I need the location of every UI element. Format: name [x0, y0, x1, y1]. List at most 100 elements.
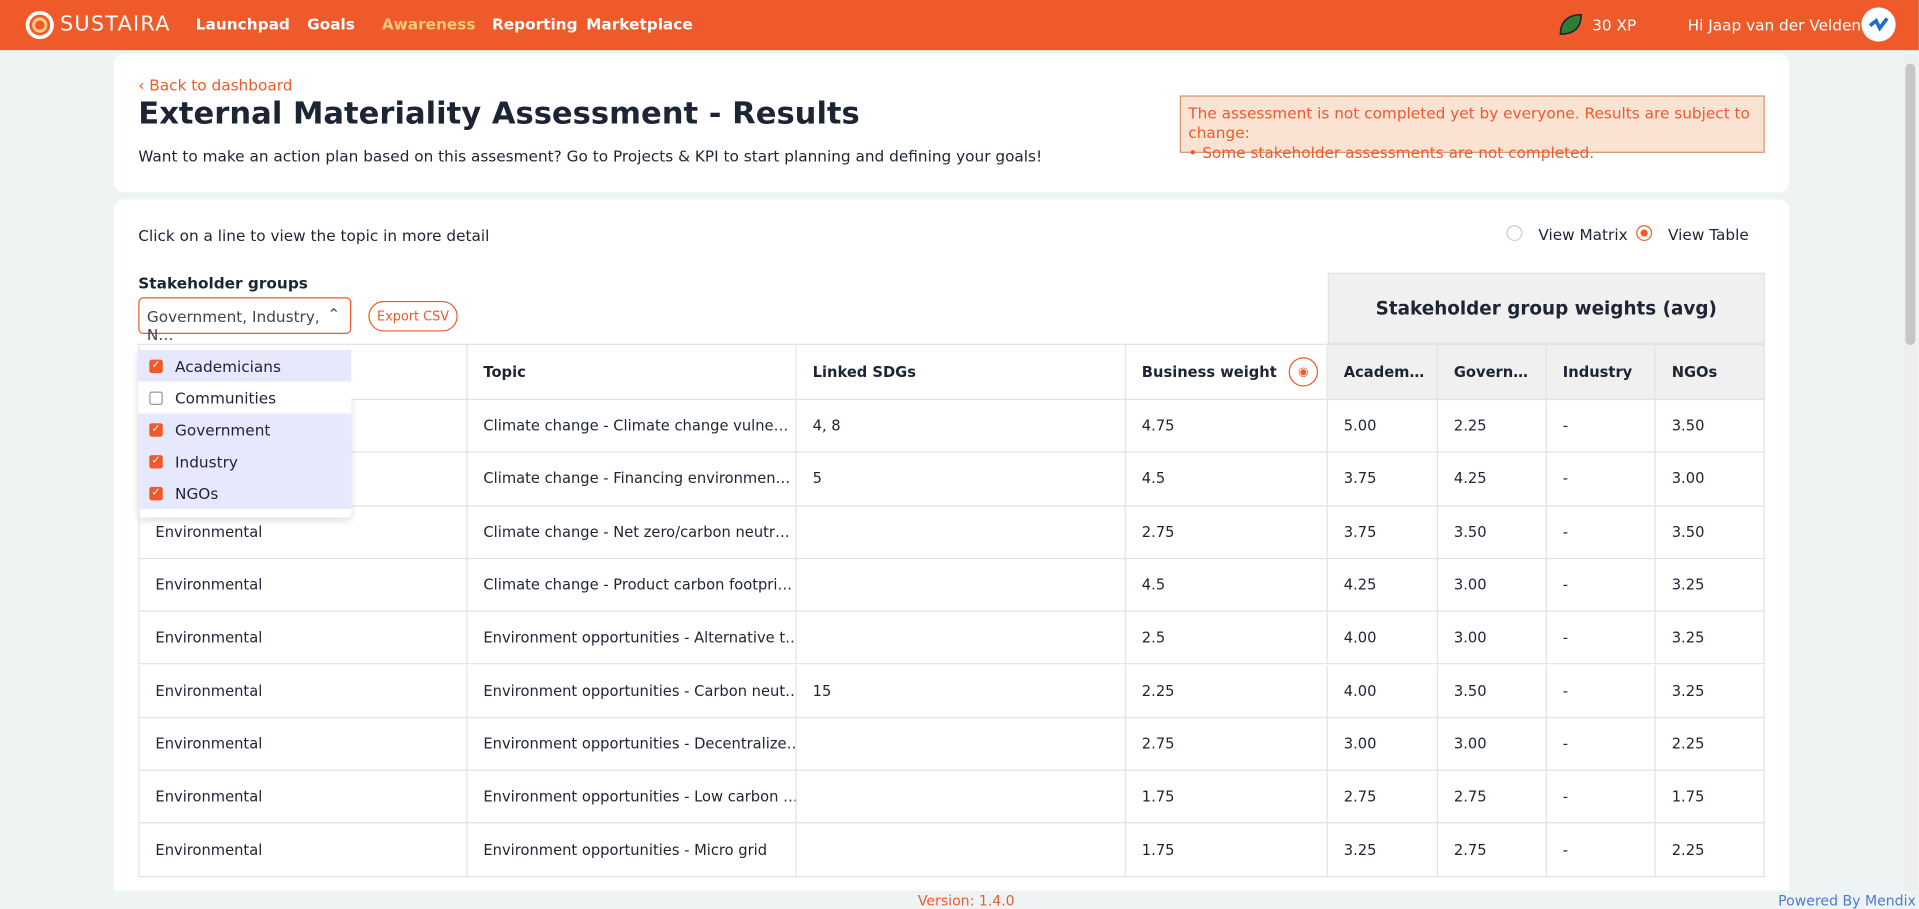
table-cell[interactable]: 2.75 [1125, 505, 1328, 559]
table-cell[interactable]: Environment opportunities - Carbon neut… [467, 664, 797, 718]
radio-label[interactable]: View Table [1668, 225, 1749, 244]
table-cell[interactable]: 3.00 [1655, 453, 1765, 506]
option-label[interactable]: Communities [175, 388, 277, 407]
checkbox[interactable]: ✓ [149, 486, 163, 500]
option-label[interactable]: Academicians [175, 356, 281, 375]
toggle-icon[interactable]: ◉ [1288, 357, 1319, 387]
greeting[interactable]: Hi Jaap van der Velden [1687, 15, 1862, 35]
table-cell[interactable]: Environmental [138, 770, 468, 824]
table-cell[interactable]: 2.25 [1655, 717, 1765, 771]
table-cell[interactable]: 3.00 [1437, 717, 1547, 771]
table-cell[interactable]: 1.75 [1655, 770, 1765, 824]
option[interactable]: ✓ Government [138, 413, 352, 446]
radio-label[interactable]: View Matrix [1538, 225, 1628, 244]
table-cell[interactable]: 4.25 [1327, 558, 1438, 612]
option[interactable]: ✓ Academicians [138, 349, 352, 382]
table-cell[interactable]: 3.00 [1327, 717, 1438, 771]
table-cell[interactable]: 2.25 [1655, 823, 1765, 877]
table-cell[interactable]: - [1546, 664, 1656, 718]
option[interactable]: ✓ NGOs [138, 477, 352, 509]
table-cell[interactable]: 15 [796, 664, 1126, 718]
table-cell[interactable]: 3.25 [1655, 664, 1765, 718]
table-cell[interactable]: 3.50 [1437, 664, 1547, 718]
table-cell[interactable]: Climate change - Net zero/carbon neutr… [467, 505, 797, 559]
table-cell[interactable]: 1.75 [1125, 823, 1328, 877]
table-cell[interactable]: 3.25 [1655, 558, 1765, 612]
nav-link[interactable]: Reporting [491, 14, 578, 34]
avatar[interactable] [1860, 6, 1897, 43]
table-cell[interactable]: - [1546, 717, 1656, 771]
table-cell[interactable] [796, 505, 1126, 559]
table-cell[interactable]: 5.00 [1327, 400, 1438, 454]
table-cell[interactable] [796, 770, 1126, 824]
table-cell[interactable]: - [1546, 400, 1656, 454]
column-header[interactable]: Business weight ◉ [1125, 343, 1328, 401]
radio[interactable] [1636, 225, 1653, 242]
table-cell[interactable]: 4.5 [1125, 558, 1328, 612]
checkbox[interactable]: ✓ [149, 359, 163, 373]
option-label[interactable]: NGOs [175, 483, 219, 503]
checkbox[interactable]: ✓ [149, 422, 163, 437]
table-cell[interactable]: 3.25 [1327, 823, 1438, 877]
table-cell[interactable]: 2.25 [1125, 664, 1328, 718]
option[interactable]: ✓ Industry [138, 445, 352, 478]
table-cell[interactable]: - [1546, 505, 1656, 559]
powered[interactable]: Powered By Mendix [1778, 891, 1916, 909]
table-cell[interactable]: 2.75 [1125, 717, 1328, 771]
table-cell[interactable] [796, 823, 1126, 877]
table-cell[interactable]: 4.5 [1125, 453, 1328, 506]
table-cell[interactable] [796, 611, 1126, 665]
export-button[interactable]: Export CSV [368, 300, 458, 332]
table-cell[interactable]: Climate change - Product carbon footpri… [467, 558, 797, 612]
table-cell[interactable]: - [1546, 823, 1656, 877]
option-label[interactable]: Government [175, 420, 271, 439]
table-cell[interactable]: 2.75 [1437, 823, 1547, 877]
table-cell[interactable]: - [1546, 770, 1656, 824]
option[interactable]: Communities [138, 381, 352, 414]
table-cell[interactable]: Environmental [138, 611, 468, 665]
table-cell[interactable]: Environmental [138, 717, 468, 771]
table-cell[interactable]: 2.75 [1437, 770, 1547, 824]
table-cell[interactable]: 5 [796, 453, 1126, 506]
back-link[interactable]: ‹ Back to dashboard [138, 75, 293, 95]
radio[interactable] [1506, 225, 1523, 242]
table-cell[interactable] [796, 717, 1126, 771]
table-cell[interactable]: Environmental [138, 505, 468, 559]
table-cell[interactable]: - [1546, 453, 1656, 506]
table-cell[interactable]: - [1546, 558, 1656, 612]
table-cell[interactable]: Environment opportunities - Micro grid [467, 823, 797, 877]
back-text[interactable]: Back to dashboard [149, 75, 293, 95]
nav-link[interactable]: Awareness [381, 14, 476, 34]
table-cell[interactable]: Environmental [138, 823, 468, 877]
table-cell[interactable]: 3.50 [1655, 400, 1765, 454]
table-cell[interactable] [796, 558, 1126, 612]
filter-select[interactable]: Government, Industry, N… ⌃ [138, 297, 352, 344]
table-cell[interactable]: 3.50 [1655, 505, 1765, 559]
table-cell[interactable]: 1.75 [1125, 770, 1328, 824]
table-cell[interactable]: 3.50 [1437, 505, 1547, 559]
table-cell[interactable]: Climate change - Climate change vulne… [467, 400, 797, 454]
scroll-thumb[interactable] [1905, 63, 1916, 345]
table-cell[interactable]: Environment opportunities - Alternative … [467, 611, 797, 665]
option-label[interactable]: Industry [175, 452, 238, 471]
table-cell[interactable]: - [1546, 611, 1656, 665]
table-cell[interactable]: 3.75 [1327, 453, 1438, 506]
table-cell[interactable]: 3.00 [1437, 558, 1547, 612]
table-cell[interactable]: 4, 8 [796, 400, 1126, 454]
nav-link[interactable]: Launchpad [195, 14, 290, 34]
nav-link[interactable]: Goals [307, 14, 355, 34]
nav-link[interactable]: Marketplace [586, 14, 693, 34]
table-cell[interactable]: 4.75 [1125, 400, 1328, 454]
table-cell[interactable]: 3.25 [1655, 611, 1765, 665]
table-cell[interactable]: 2.5 [1125, 611, 1328, 665]
table-cell[interactable]: 3.00 [1437, 611, 1547, 665]
table-cell[interactable]: Environment opportunities - Low carbon … [467, 770, 797, 824]
checkbox[interactable] [149, 390, 163, 405]
table-cell[interactable]: Environment opportunities - Decentralize… [467, 717, 797, 771]
table-cell[interactable]: Environmental [138, 664, 468, 718]
table-cell[interactable]: 4.25 [1437, 453, 1547, 506]
table-cell[interactable]: 4.00 [1327, 611, 1438, 665]
table-cell[interactable]: 3.75 [1327, 505, 1438, 559]
table-cell[interactable]: Environmental [138, 558, 468, 612]
table-cell[interactable]: 2.25 [1437, 400, 1547, 454]
